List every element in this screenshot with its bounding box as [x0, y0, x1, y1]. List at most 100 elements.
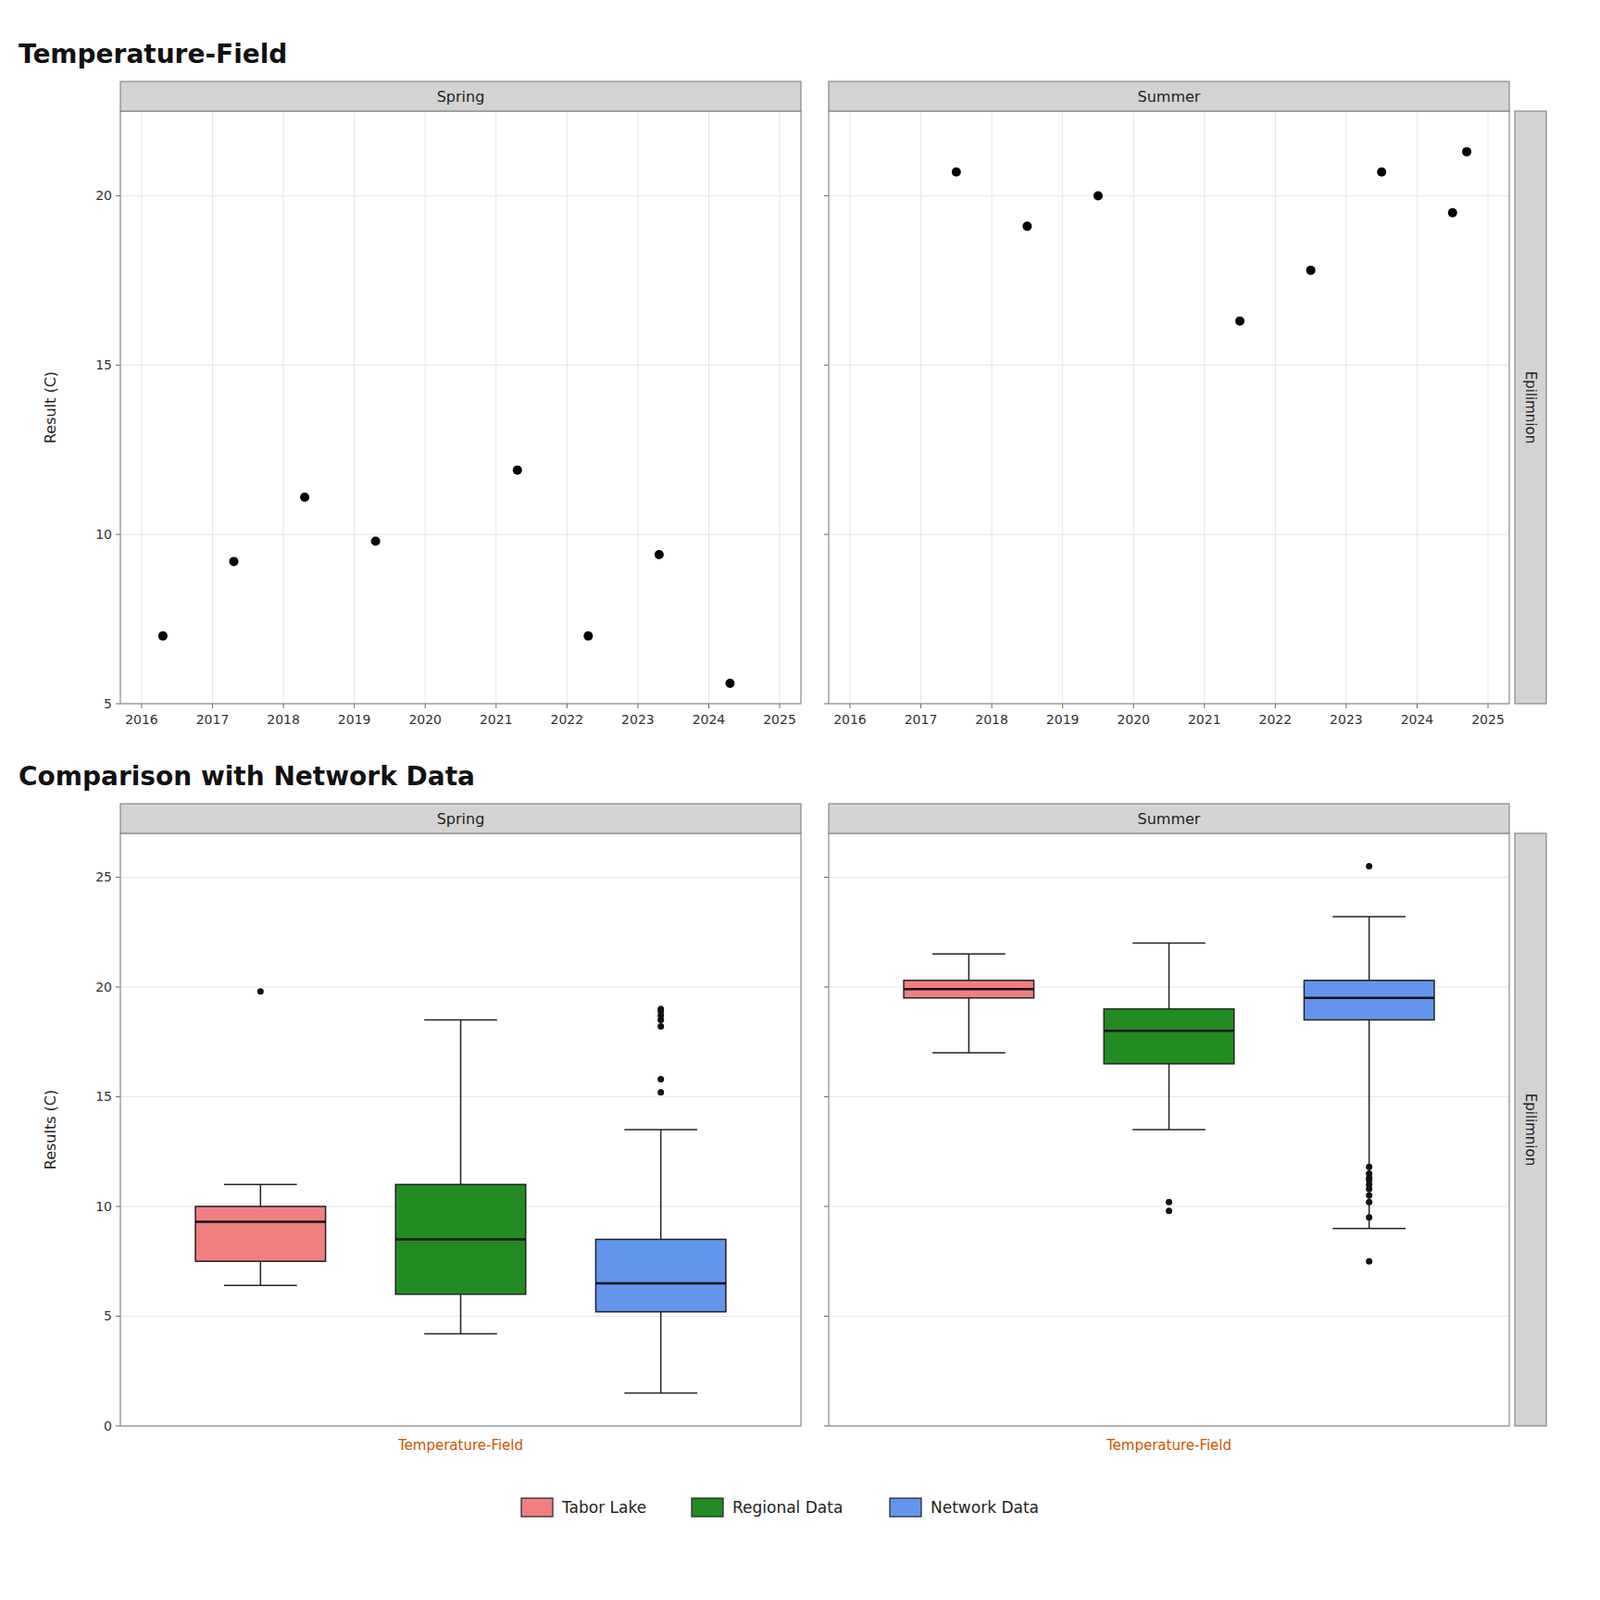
point	[654, 550, 664, 560]
point	[1022, 221, 1032, 231]
grid-line	[120, 876, 801, 878]
whisker-high	[968, 953, 971, 980]
grid-line	[828, 1315, 1510, 1317]
category-label: Temperature-Field	[397, 1437, 524, 1454]
x-tick	[1416, 703, 1418, 709]
flier	[1365, 1199, 1373, 1206]
median	[903, 987, 1035, 991]
point	[1093, 190, 1103, 200]
grid-line	[1345, 111, 1347, 704]
y-axis-label: Results (C)	[41, 1089, 60, 1171]
whisker-high	[260, 1184, 263, 1207]
y-tick	[115, 195, 121, 197]
median	[1103, 1029, 1235, 1033]
plot-frame	[828, 111, 1510, 704]
x-tick-label: 2025	[762, 712, 797, 727]
x-tick-label: 2023	[621, 712, 655, 727]
grid-line	[283, 111, 285, 704]
x-tick-label: 2023	[1329, 712, 1363, 727]
y-tick-label: 15	[95, 357, 113, 373]
flier	[1365, 1192, 1373, 1200]
y-tick	[824, 703, 829, 705]
grid-line	[828, 534, 1510, 536]
flier	[657, 1023, 664, 1030]
y-tick-label: 0	[103, 1418, 113, 1434]
whisker-low	[460, 1294, 463, 1335]
x-tick-label: 2016	[125, 712, 159, 727]
point	[512, 465, 523, 475]
grid-line	[353, 111, 355, 704]
x-tick	[1487, 703, 1489, 709]
x-tick	[1062, 703, 1063, 709]
flier	[1165, 1207, 1173, 1214]
x-tick	[353, 703, 355, 709]
box	[903, 980, 1035, 999]
cap-high	[1132, 942, 1206, 945]
y-tick-label: 20	[95, 979, 113, 995]
whisker-high	[660, 1129, 663, 1240]
x-tick-label: 2019	[337, 712, 372, 727]
x-tick-label: 2018	[266, 712, 300, 727]
cap-low	[1132, 1128, 1206, 1131]
flier	[657, 1075, 664, 1083]
category-label: Temperature-Field	[1105, 1437, 1232, 1454]
x-tick	[1345, 703, 1347, 709]
x-tick	[779, 703, 781, 709]
x-tick	[212, 703, 213, 709]
x-tick	[1203, 703, 1205, 709]
y-tick	[115, 364, 121, 366]
box	[395, 1184, 526, 1295]
grid-line	[920, 111, 922, 704]
point	[158, 631, 168, 641]
whisker-low	[1168, 1063, 1171, 1130]
grid-line	[637, 111, 638, 704]
y-tick	[824, 1205, 829, 1207]
flier	[1365, 1175, 1373, 1182]
whisker-high	[1168, 943, 1171, 1010]
panel-title: Spring	[437, 810, 486, 828]
x-tick-label: 2020	[408, 712, 442, 727]
grid-line	[120, 195, 801, 197]
whisker-high	[1368, 916, 1371, 981]
cap-high	[932, 953, 1006, 956]
x-tick	[495, 703, 497, 709]
y-tick	[115, 1425, 121, 1427]
y-tick	[115, 534, 121, 536]
panel-title: Summer	[1137, 87, 1201, 106]
x-tick	[283, 703, 285, 709]
point	[229, 556, 239, 566]
grid-line	[828, 364, 1510, 366]
whisker-low	[660, 1312, 663, 1394]
box	[595, 1239, 726, 1313]
cap-high	[1332, 915, 1406, 918]
marks	[903, 862, 1435, 1265]
whisker-low	[260, 1261, 263, 1286]
x-tick-label: 2017	[196, 712, 230, 727]
grid-line	[828, 195, 1510, 197]
legend: Tabor LakeRegional DataNetwork Data	[521, 1498, 1039, 1517]
side-label: Epilimnion	[1522, 371, 1539, 444]
point	[300, 492, 310, 502]
legend-label: Tabor Lake	[561, 1498, 647, 1517]
grid-line	[120, 986, 801, 988]
flier	[1365, 862, 1373, 870]
x-tick	[140, 703, 142, 709]
panel-header	[120, 803, 801, 834]
point	[1306, 265, 1316, 275]
x-tick	[566, 703, 568, 709]
panel-header	[120, 81, 801, 112]
grid-line	[991, 111, 993, 704]
legend-label: Network Data	[930, 1498, 1039, 1517]
x-tick-label: 2021	[479, 712, 513, 727]
grid-line	[212, 111, 213, 704]
panel-0: 5101520201620172018201920202021202220232…	[18, 38, 801, 727]
x-tick-label: 2022	[1259, 712, 1293, 727]
x-tick	[991, 703, 993, 709]
grid-line	[140, 111, 142, 704]
grid-line	[1133, 111, 1135, 704]
y-tick	[824, 1315, 829, 1317]
x-tick	[1133, 703, 1135, 709]
grid-line	[828, 876, 1510, 878]
y-tick	[824, 986, 829, 988]
legend-swatch	[691, 1498, 724, 1517]
